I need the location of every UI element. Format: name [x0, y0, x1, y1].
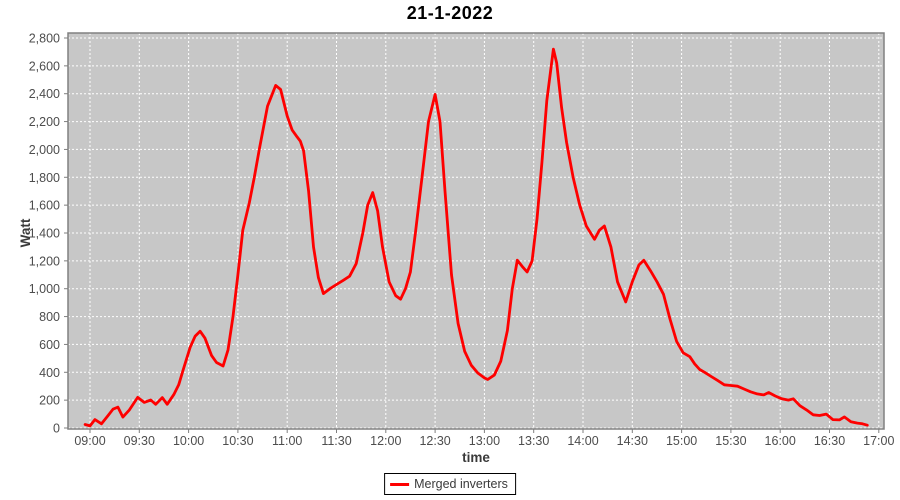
chart-title: 21-1-2022: [406, 3, 494, 23]
x-tick-label: 14:30: [617, 434, 648, 448]
y-tick-label: 2,200: [29, 115, 60, 129]
y-tick-label: 800: [39, 310, 60, 324]
legend-series-label: Merged inverters: [414, 477, 508, 491]
y-tick-label: 1,800: [29, 171, 60, 185]
x-tick-label: 16:30: [814, 434, 845, 448]
plot-border: [67, 32, 885, 430]
y-tick-label: 200: [39, 394, 60, 408]
x-tick-label: 14:00: [567, 434, 598, 448]
x-tick-label: 12:00: [370, 434, 401, 448]
y-tick-label: 1,200: [29, 254, 60, 268]
legend: Merged inverters: [384, 473, 516, 495]
gridlines: [68, 33, 884, 429]
x-tick-label: 11:30: [321, 434, 351, 448]
y-tick-label: 600: [39, 338, 60, 352]
series-line: [83, 47, 869, 428]
x-tick-label: 11:00: [272, 434, 302, 448]
x-tick-label: 17:00: [863, 434, 894, 448]
x-tick-label: 15:00: [666, 434, 697, 448]
x-tick-label: 10:00: [173, 434, 204, 448]
y-tick-label: 2,600: [29, 59, 60, 73]
y-tick-label: 2,400: [29, 87, 60, 101]
legend-line-swatch-icon: [390, 482, 410, 486]
y-tick-label: 2,000: [29, 143, 60, 157]
x-tick-label: 13:30: [518, 434, 549, 448]
y-tick-label: 1,000: [29, 282, 60, 296]
y-axis-title: Watt: [18, 218, 33, 247]
x-tick-label: 09:00: [74, 434, 105, 448]
y-tick-label: 2,800: [29, 32, 60, 46]
x-tick-label: 13:00: [469, 434, 500, 448]
x-tick-label: 09:30: [124, 434, 155, 448]
y-tick-label: 1,600: [29, 199, 60, 213]
plot-area: [68, 33, 884, 429]
x-axis-title: time: [462, 450, 490, 465]
x-tick-label: 15:30: [715, 434, 746, 448]
y-tick-label: 0: [53, 422, 60, 436]
y-tick-label: 400: [39, 366, 60, 380]
axis-ticks: [64, 37, 880, 433]
x-tick-label: 12:30: [419, 434, 450, 448]
x-tick-label: 10:30: [222, 434, 253, 448]
x-tick-label: 16:00: [765, 434, 796, 448]
series-lines: [83, 47, 869, 428]
y-tick-label: 1,400: [29, 227, 60, 241]
axis-tick-labels: 0 200 400 600 800 1,000 1,200 1,400 1,600 1,800 2,…: [29, 32, 895, 449]
